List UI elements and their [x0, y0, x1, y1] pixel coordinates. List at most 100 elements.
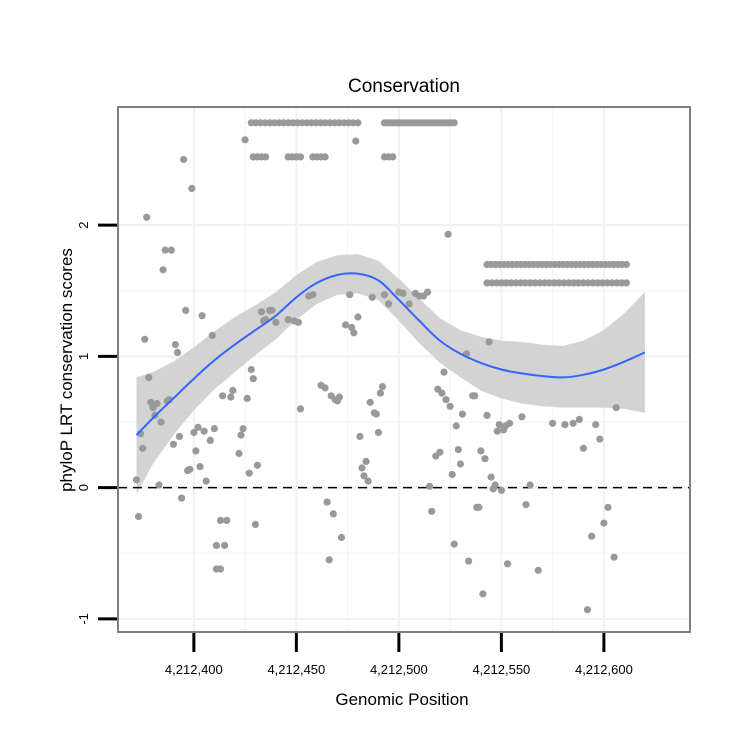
data-point — [251, 520, 259, 529]
data-point — [485, 338, 493, 346]
y-tick-label: 0 — [76, 484, 91, 491]
data-point — [446, 402, 454, 410]
data-point — [454, 446, 462, 454]
data-point — [596, 435, 604, 443]
data-point — [262, 153, 270, 161]
data-point — [575, 415, 583, 423]
data-point — [190, 428, 198, 437]
data-point — [239, 425, 247, 433]
data-point — [465, 557, 473, 565]
data-point — [569, 419, 577, 427]
data-point — [323, 498, 331, 506]
data-points — [132, 119, 631, 614]
data-point — [206, 436, 214, 444]
data-point — [321, 384, 329, 392]
data-point — [329, 510, 337, 518]
data-point — [503, 560, 512, 568]
data-point — [200, 427, 208, 435]
data-point — [561, 421, 569, 429]
data-point — [335, 393, 343, 401]
data-point — [368, 293, 376, 301]
data-point — [479, 590, 487, 598]
data-point — [534, 566, 542, 574]
data-point — [161, 246, 169, 254]
data-point — [268, 306, 276, 314]
data-point — [132, 476, 141, 484]
data-point — [364, 477, 372, 485]
data-point — [522, 501, 530, 509]
data-point — [155, 481, 163, 489]
smooth-trend-line — [135, 272, 646, 436]
data-point — [178, 494, 186, 502]
data-point — [245, 469, 253, 477]
data-point — [169, 440, 177, 448]
data-point — [612, 404, 620, 412]
y-axis-title: phyloP LRT conservation scores — [57, 248, 76, 492]
data-point — [216, 516, 225, 525]
data-point — [180, 155, 188, 164]
data-point — [372, 410, 380, 418]
data-point — [378, 383, 387, 391]
data-point — [356, 432, 364, 440]
data-point — [272, 318, 280, 326]
data-point — [227, 393, 235, 401]
data-point — [506, 419, 514, 427]
data-point — [194, 423, 202, 431]
data-point — [444, 230, 452, 238]
data-point — [219, 392, 227, 400]
data-point — [350, 329, 358, 337]
data-point — [450, 119, 458, 127]
data-point — [346, 291, 354, 299]
data-point — [366, 398, 374, 406]
data-point — [145, 373, 153, 381]
data-point — [497, 486, 505, 494]
data-point — [452, 422, 460, 430]
chart-title: Conservation — [348, 76, 460, 97]
data-point — [428, 507, 436, 515]
data-point — [241, 136, 249, 144]
data-point — [141, 335, 149, 343]
data-point — [360, 472, 368, 480]
data-point — [436, 448, 444, 456]
data-point — [196, 463, 204, 471]
data-point — [202, 477, 210, 485]
data-point — [175, 432, 184, 440]
data-point — [405, 300, 413, 308]
data-point — [173, 348, 182, 356]
data-point — [247, 365, 255, 374]
data-point — [442, 396, 450, 404]
plot-panel-border — [117, 106, 691, 633]
data-point — [294, 318, 302, 326]
data-point — [354, 119, 362, 127]
data-point — [588, 532, 596, 540]
x-tick-label: 4,212,550 — [472, 662, 530, 677]
data-point — [342, 321, 350, 329]
data-point — [399, 289, 407, 297]
data-point — [257, 308, 266, 316]
data-point — [216, 565, 225, 573]
data-point — [477, 447, 485, 455]
data-point — [237, 431, 245, 439]
data-point — [622, 279, 631, 287]
x-tick-label: 4,212,600 — [575, 662, 633, 677]
data-point — [491, 481, 499, 489]
data-point — [583, 606, 592, 614]
data-point — [153, 400, 161, 408]
data-point — [358, 464, 366, 472]
y-tick-label: -1 — [76, 613, 91, 625]
data-point — [167, 246, 175, 254]
data-point — [139, 444, 147, 452]
data-point — [481, 455, 489, 463]
data-point — [438, 389, 446, 397]
data-point — [134, 512, 143, 521]
y-tick-label: 2 — [76, 221, 91, 228]
data-point — [487, 473, 495, 481]
data-point — [354, 313, 362, 321]
data-point — [362, 457, 370, 465]
data-point — [192, 447, 200, 455]
y-axis: -1 0 1 2 — [76, 221, 117, 625]
data-point — [592, 421, 600, 429]
data-point — [171, 341, 179, 349]
x-tick-label: 4,212,400 — [165, 662, 223, 677]
